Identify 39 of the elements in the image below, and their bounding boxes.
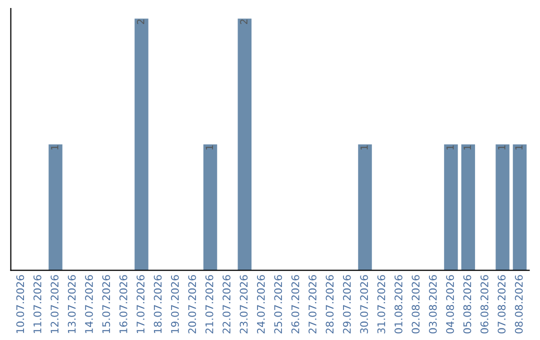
x-tick-label: 15.07.2026 (102, 275, 110, 333)
data-label: 2 (136, 20, 144, 24)
x-tick-label: 12.07.2026 (50, 275, 59, 333)
x-tick-label: 06.08.2026 (480, 275, 488, 334)
data-label: 2 (240, 20, 248, 24)
x-tick-label: 02.08.2026 (412, 275, 420, 334)
data-label: 1 (464, 145, 471, 150)
x-tick-label: 08.08.2026 (514, 275, 523, 334)
x-tick-label: 01.08.2026 (394, 275, 402, 334)
x-tick-label: 24.07.2026 (256, 275, 265, 334)
data-label: 1 (206, 145, 213, 150)
data-label: 1 (498, 145, 506, 150)
x-tick-label: 11.07.2026 (33, 275, 42, 333)
data-label: 1 (360, 145, 368, 150)
x-tick-label: 28.07.2026 (326, 275, 334, 334)
x-tick-label: 03.08.2026 (428, 275, 437, 334)
data-label: 1 (446, 145, 454, 150)
x-tick-label: 04.08.2026 (446, 275, 454, 334)
x-tick-label: 23.07.2026 (240, 275, 248, 334)
x-tick-label: 22.07.2026 (222, 275, 230, 334)
x-tick-label: 21.07.2026 (205, 275, 214, 334)
x-tick-label: 17.07.2026 (136, 275, 144, 333)
x-tick-label: 13.07.2026 (68, 275, 76, 333)
data-label: 1 (515, 145, 522, 150)
x-tick-label: 14.07.2026 (85, 275, 93, 333)
x-tick-label: 18.07.2026 (154, 275, 162, 333)
x-tick-label: 29.07.2026 (342, 275, 351, 334)
x-tick-label: 07.08.2026 (498, 275, 506, 334)
x-tick-label: 31.07.2026 (377, 275, 386, 334)
data-label: 1 (51, 145, 58, 150)
x-tick-label: 05.08.2026 (463, 275, 472, 334)
x-tick-label: 27.07.2026 (308, 275, 316, 334)
x-tick-label: 10.07.2026 (16, 275, 24, 333)
x-tick-label: 20.07.2026 (188, 275, 196, 334)
x-tick-label: 30.07.2026 (360, 275, 368, 334)
x-tick-label: 26.07.2026 (291, 275, 300, 334)
x-tick-label: 16.07.2026 (119, 275, 128, 333)
x-tick-label: 25.07.2026 (274, 275, 282, 334)
x-tick-label: 19.07.2026 (171, 275, 179, 333)
